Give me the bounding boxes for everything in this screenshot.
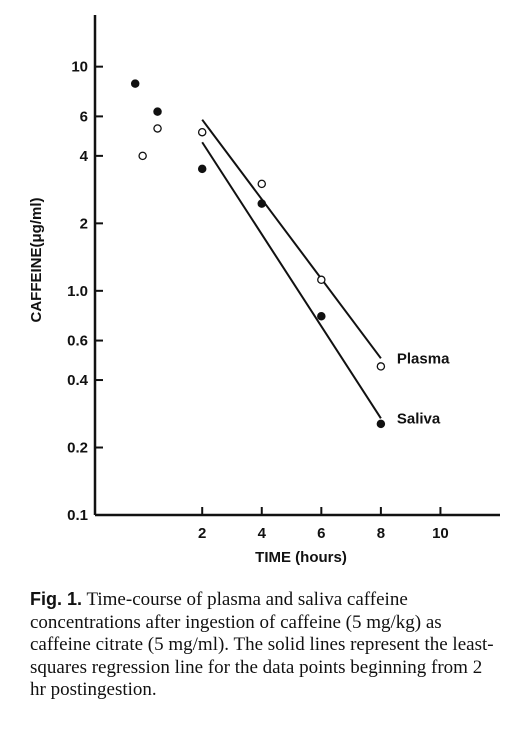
x-tick-label: 6 xyxy=(317,525,325,542)
plasma-regression-line xyxy=(201,119,382,359)
y-tick-label: 6 xyxy=(80,108,88,125)
x-tick-label: 2 xyxy=(198,525,206,542)
plasma-point xyxy=(257,179,267,189)
y-tick-label: 0.2 xyxy=(67,440,88,457)
y-tick-label: 2 xyxy=(80,215,88,232)
caffeine-chart: 0.1 0.2 0.4 0.6 1.0 2 4 6 10 2 4 6 8 10 Plasma Saliva… xyxy=(28,15,500,566)
plasma-point xyxy=(138,151,147,161)
x-tick-label: 4 xyxy=(258,525,267,542)
saliva-series-label: Saliva xyxy=(397,410,441,427)
saliva-point xyxy=(197,164,207,174)
caption-text: Time-course of plasma and saliva caffein… xyxy=(30,589,494,700)
x-axis-ticks: 2 4 6 8 10 xyxy=(198,507,449,542)
plasma-point xyxy=(197,127,207,137)
y-tick-label: 0.6 xyxy=(67,333,88,350)
plasma-series-label: Plasma xyxy=(397,350,450,367)
y-tick-label: 1.0 xyxy=(67,283,88,300)
caption-label: Fig. 1. xyxy=(30,589,83,609)
plasma-point xyxy=(153,124,162,133)
y-tick-label: 10 xyxy=(71,59,88,76)
regression-lines xyxy=(201,119,382,419)
y-tick-label: 0.4 xyxy=(67,372,89,389)
saliva-point xyxy=(257,199,267,208)
y-tick-label: 0.1 xyxy=(67,507,88,524)
series-labels: Plasma Saliva xyxy=(397,350,450,427)
y-axis-ticks: 0.1 0.2 0.4 0.6 1.0 2 4 6 10 xyxy=(67,59,103,524)
y-axis-title: CAFFEINE(μg/ml) xyxy=(28,197,45,322)
x-tick-label: 10 xyxy=(432,525,449,542)
plasma-point xyxy=(376,362,386,371)
x-tick-label: 8 xyxy=(377,525,385,542)
x-axis-title: TIME (hours) xyxy=(255,549,347,566)
figure-caption: Fig. 1. Time-course of plasma and saliva… xyxy=(30,588,500,702)
saliva-point xyxy=(317,312,326,321)
saliva-regression-line xyxy=(201,141,382,419)
data-points xyxy=(130,79,386,429)
saliva-point xyxy=(130,79,140,88)
saliva-point xyxy=(153,107,162,116)
plasma-point xyxy=(317,275,326,285)
y-tick-label: 4 xyxy=(80,148,89,165)
saliva-point xyxy=(376,419,386,429)
